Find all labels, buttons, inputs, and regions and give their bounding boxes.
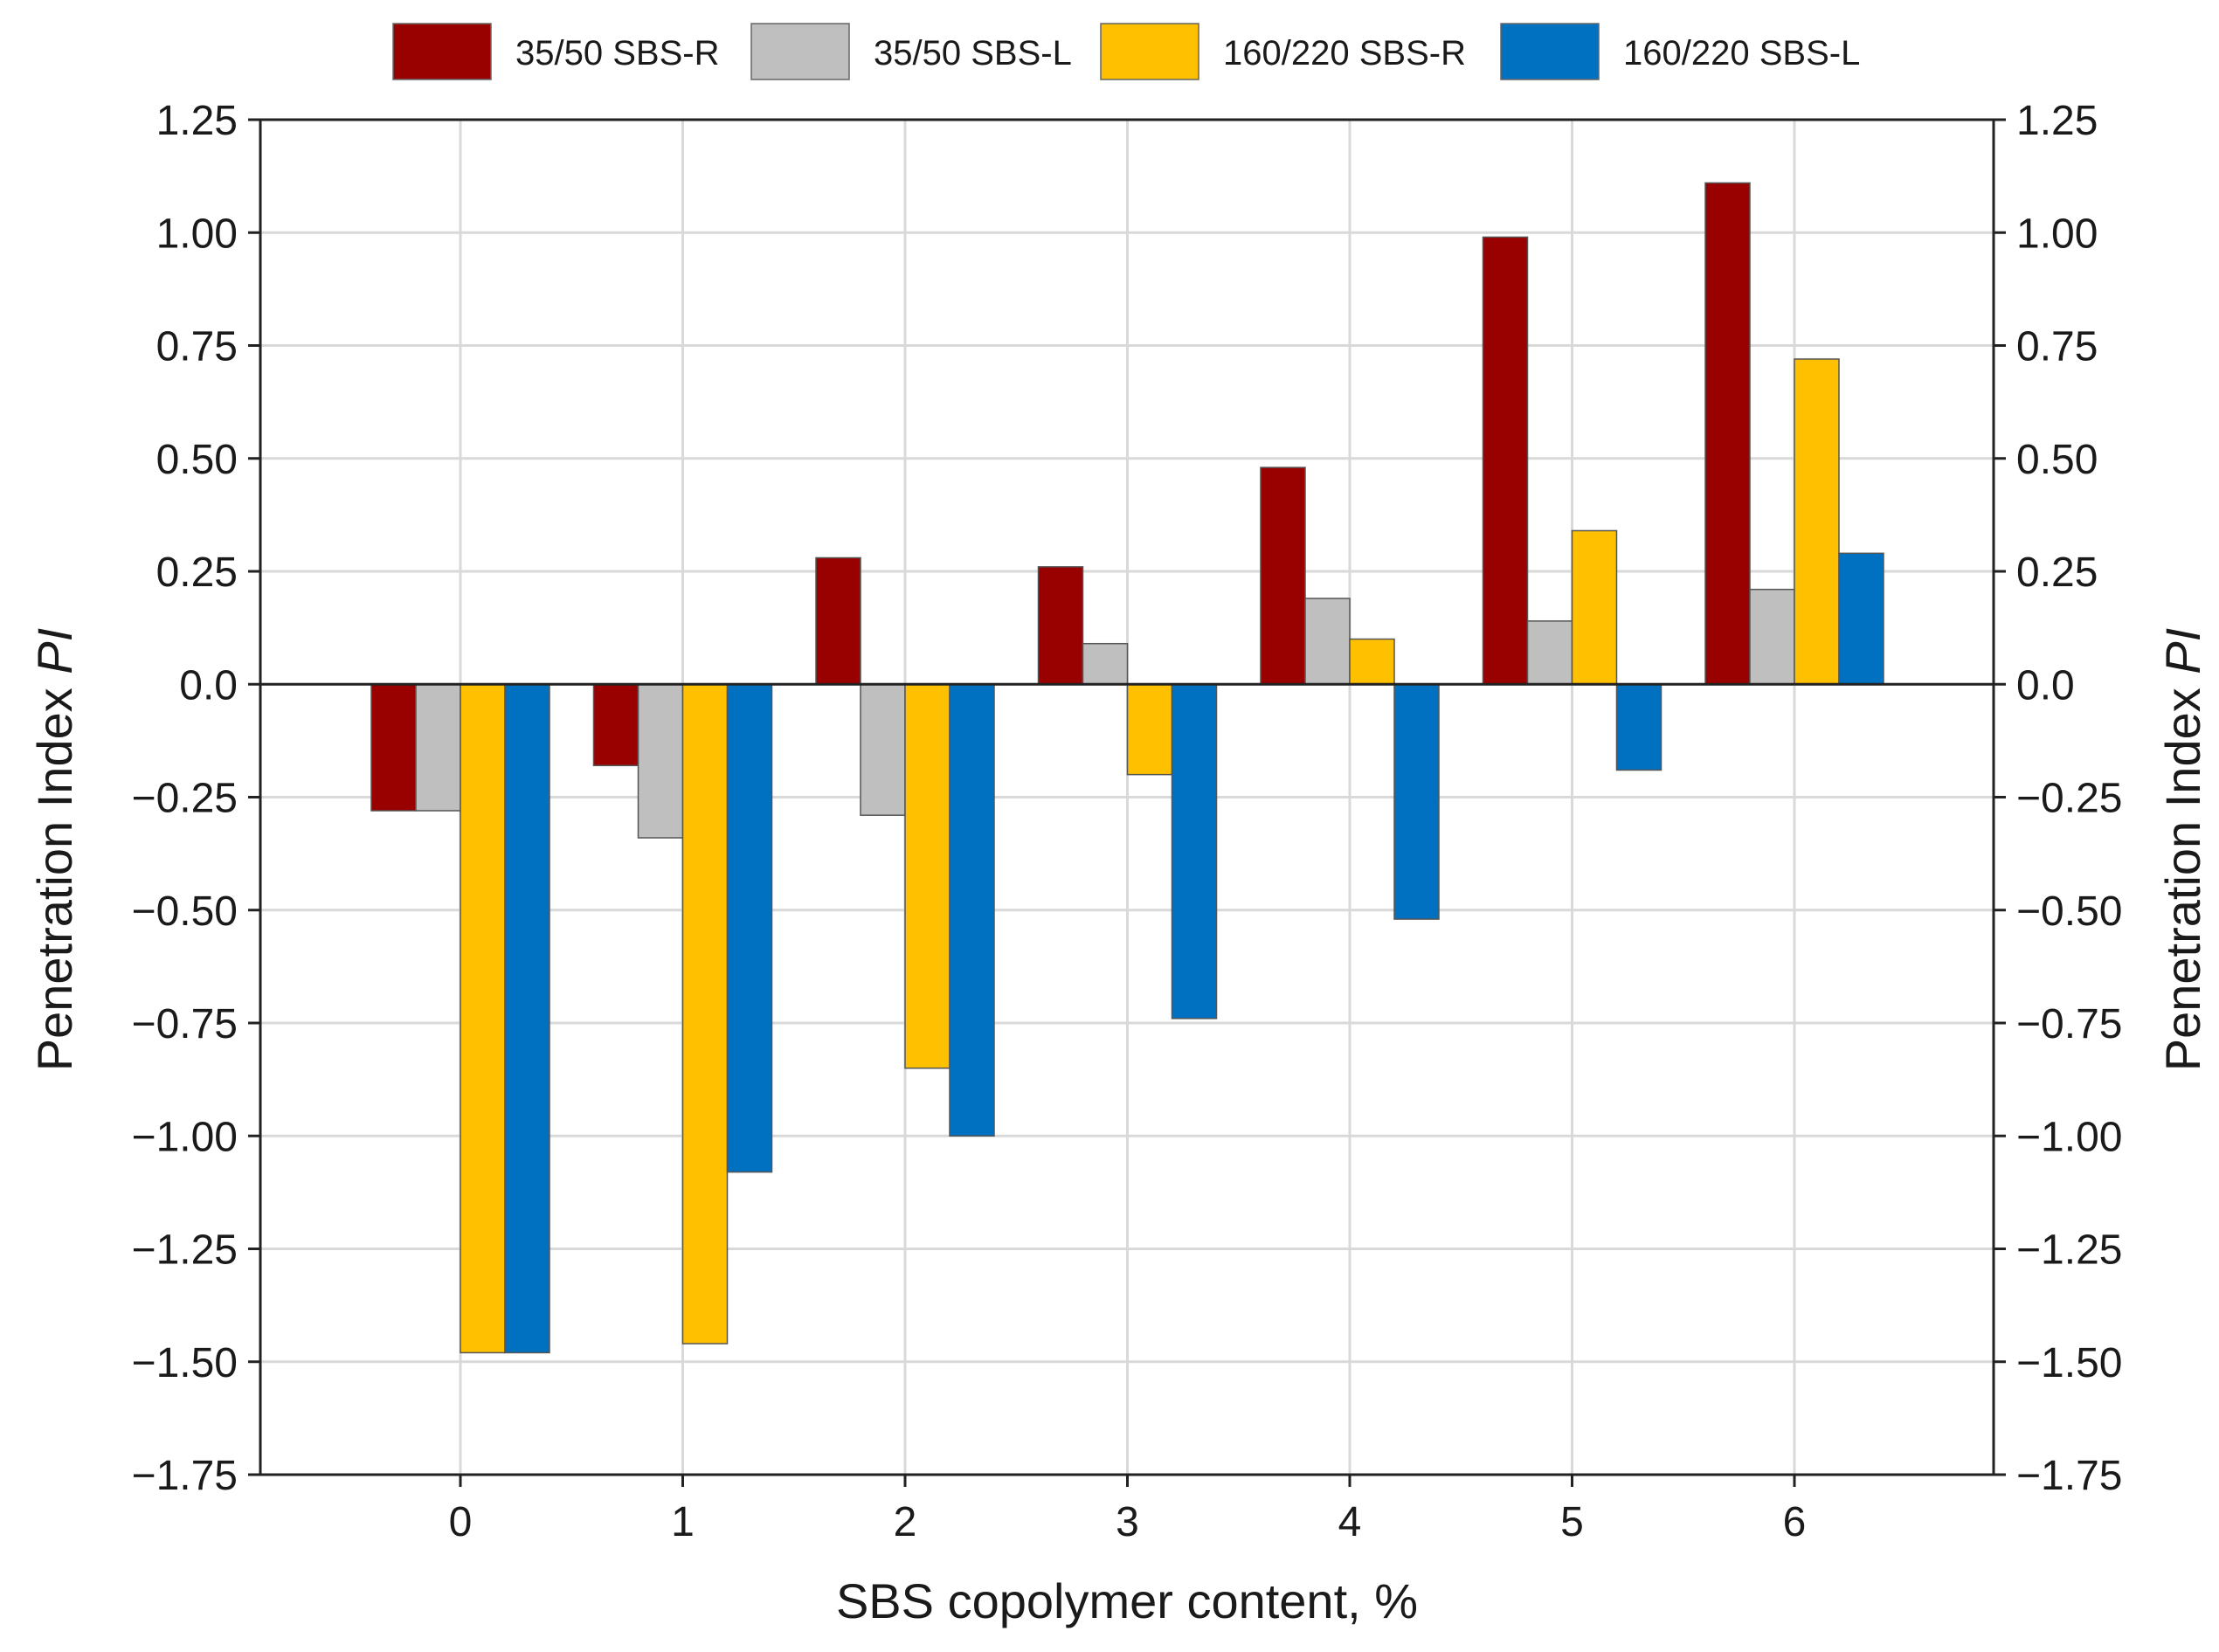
bar-160-220-sbs-r-x2 <box>904 683 951 1069</box>
bar-35-50-sbs-l-x2 <box>860 683 906 816</box>
bar-35-50-sbs-l-x1 <box>637 683 684 839</box>
legend-swatch-1 <box>392 23 492 80</box>
bar-160-220-sbs-l-x3 <box>1171 683 1218 1020</box>
y-tick-label-right: −1.25 <box>2016 1227 2122 1274</box>
legend-swatch-3 <box>1100 23 1199 80</box>
y-tick-label-right: 0.25 <box>2016 550 2098 596</box>
y-tick-label-left: −0.75 <box>132 1001 238 1047</box>
x-tick-label: 3 <box>1116 1499 1139 1545</box>
y-tick-label-right: −1.75 <box>2016 1453 2122 1499</box>
y-tick-label-right: 0.75 <box>2016 324 2098 370</box>
legend-swatch-2 <box>750 23 850 80</box>
bar-35-50-sbs-l-x4 <box>1304 598 1351 686</box>
y-tick-label-left: 0.75 <box>156 324 238 370</box>
x-axis-title: SBS copolymer content, % <box>836 1573 1418 1628</box>
bar-160-220-sbs-r-x3 <box>1126 683 1173 776</box>
y-axis-title-left: Penetration Index PI <box>27 628 82 1071</box>
y-tick-label-right: −0.25 <box>2016 776 2122 822</box>
bar-160-220-sbs-l-x6 <box>1838 552 1884 685</box>
y-tick-label-left: −1.25 <box>132 1227 238 1274</box>
y-tick-label-right: −1.50 <box>2016 1340 2122 1386</box>
x-tick-label: 1 <box>671 1499 695 1545</box>
legend-label-4: 160/220 SBS-L <box>1623 34 1860 73</box>
y-axis-title-left-italic: PI <box>27 628 82 674</box>
bar-35-50-sbs-r-x5 <box>1482 236 1529 685</box>
y-tick-label-right: 0.0 <box>2016 662 2075 708</box>
y-tick-label-left: −0.50 <box>132 888 238 935</box>
x-tick-label: 4 <box>1338 1499 1362 1545</box>
bar-35-50-sbs-l-x5 <box>1526 620 1573 685</box>
y-tick-label-right: −1.00 <box>2016 1114 2122 1160</box>
bar-160-220-sbs-r-x5 <box>1571 529 1618 685</box>
y-tick-label-left: −0.25 <box>132 776 238 822</box>
bar-160-220-sbs-r-x1 <box>681 683 729 1344</box>
x-tick-label: 2 <box>894 1499 917 1545</box>
x-tick-label: 6 <box>1783 1499 1807 1545</box>
y-tick-label-left: 0.50 <box>156 437 238 483</box>
x-tick-label: 0 <box>449 1499 473 1545</box>
bar-35-50-sbs-l-x6 <box>1749 588 1795 685</box>
bar-160-220-sbs-l-x4 <box>1393 683 1440 920</box>
bar-35-50-sbs-r-x4 <box>1260 467 1306 686</box>
tick-labels: 1.25 1.25 1.00 1.00 0.75 0.75 0.50 0.50 0.25 0.25… <box>132 98 2123 1545</box>
bar-160-220-sbs-r-x4 <box>1349 638 1395 685</box>
y-axis-title-right: Penetration Index PI <box>2155 628 2210 1071</box>
y-tick-label-right: 0.50 <box>2016 437 2098 483</box>
y-tick-label-left: −1.75 <box>132 1453 238 1499</box>
bar-160-220-sbs-l-x0 <box>504 683 550 1354</box>
y-tick-label-left: 0.0 <box>179 662 238 708</box>
y-tick-label-left: 1.25 <box>156 98 238 144</box>
bar-35-50-sbs-r-x3 <box>1037 566 1084 686</box>
y-tick-label-left: 0.25 <box>156 550 238 596</box>
legend-label-3: 160/220 SBS-R <box>1223 34 1466 73</box>
y-tick-label-left: 1.00 <box>156 211 238 257</box>
bar-160-220-sbs-l-x5 <box>1615 683 1663 771</box>
bar-35-50-sbs-r-x1 <box>592 683 639 767</box>
bar-160-220-sbs-r-x0 <box>460 683 506 1354</box>
bar-35-50-sbs-r-x6 <box>1704 182 1751 685</box>
y-axis-title-left-text: Penetration Index <box>27 674 82 1072</box>
bar-35-50-sbs-l-x3 <box>1082 642 1129 685</box>
x-tick-label: 5 <box>1560 1499 1584 1545</box>
y-axis-title-right-italic: PI <box>2155 628 2210 674</box>
y-axis-title-right-text: Penetration Index <box>2155 674 2210 1072</box>
y-tick-label-left: −1.00 <box>132 1114 238 1160</box>
y-tick-label-right: −0.75 <box>2016 1001 2122 1047</box>
legend-swatch-4 <box>1500 23 1600 80</box>
axes <box>248 118 2006 1487</box>
bar-35-50-sbs-l-x0 <box>415 683 461 812</box>
bar-160-220-sbs-l-x2 <box>949 683 995 1137</box>
legend: 35/50 SBS-R 35/50 SBS-L 160/220 SBS-R 160/2… <box>392 23 1860 80</box>
y-tick-label-right: −0.50 <box>2016 888 2122 935</box>
bar-35-50-sbs-r-x0 <box>370 683 417 812</box>
y-tick-label-left: −1.50 <box>132 1340 238 1386</box>
legend-label-1: 35/50 SBS-R <box>515 34 719 73</box>
y-tick-label-right: 1.00 <box>2016 211 2098 257</box>
y-tick-label-right: 1.25 <box>2016 98 2098 144</box>
legend-label-2: 35/50 SBS-L <box>874 34 1072 73</box>
bar-35-50-sbs-r-x2 <box>815 556 861 685</box>
bar-160-220-sbs-r-x6 <box>1794 358 1840 685</box>
bar-160-220-sbs-l-x1 <box>726 683 773 1173</box>
